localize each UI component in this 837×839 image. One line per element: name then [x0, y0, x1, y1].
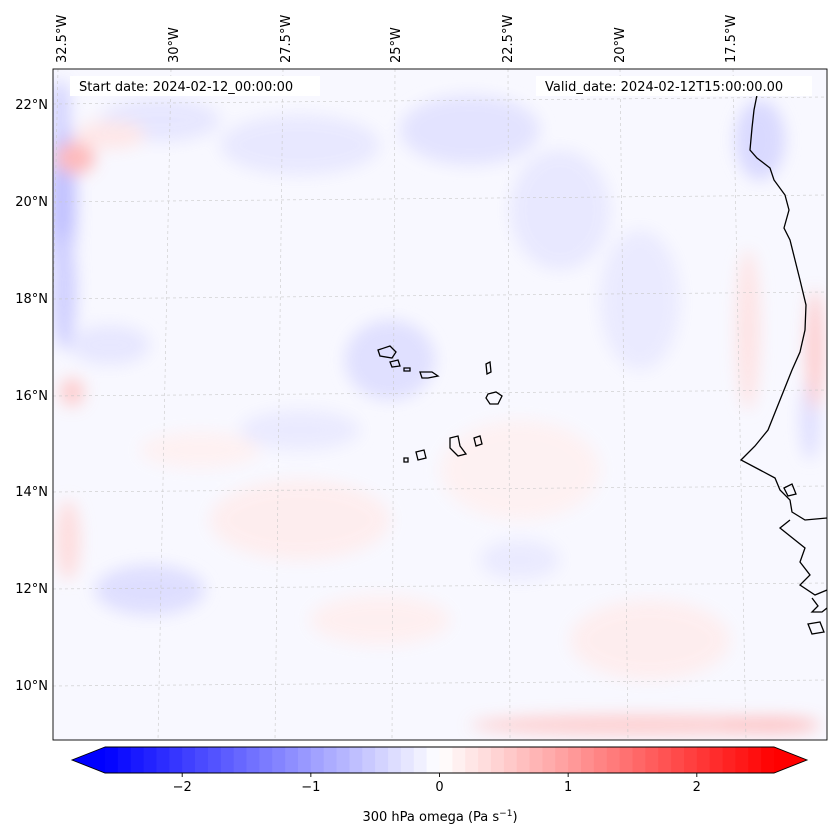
colorbar-segment — [761, 747, 775, 773]
colorbar-tick-label: −2 — [173, 780, 192, 795]
colorbar-segment — [735, 747, 749, 773]
colorbar-segment — [516, 747, 530, 773]
colorbar-segment — [696, 747, 711, 773]
gridlines — [53, 69, 827, 740]
lat-label: 22°N — [15, 98, 48, 113]
colorbar-segment — [143, 747, 157, 773]
colorbar-segment — [632, 747, 646, 773]
colorbar-segment — [400, 747, 415, 773]
colorbar-tick-label: 0 — [435, 780, 443, 795]
colorbar-segment — [259, 747, 273, 773]
colorbar-segment — [323, 747, 337, 773]
colorbar-segment — [233, 747, 247, 773]
colorbar-segments — [105, 747, 775, 773]
colorbar-segment — [439, 747, 453, 773]
colorbar-segment — [529, 747, 543, 773]
colorbar-segment — [503, 747, 518, 773]
valid-date-text: Valid_date: 2024-02-12T15:00:00.00 — [545, 80, 783, 95]
colorbar-segment — [272, 747, 286, 773]
lon-label: 20°W — [613, 27, 628, 63]
colorbar-segment — [105, 747, 119, 773]
colorbar-segment — [478, 747, 492, 773]
lat-label: 12°N — [15, 582, 48, 597]
lat-label: 20°N — [15, 195, 48, 210]
colorbar-segment — [297, 747, 312, 773]
colorbar-segment — [117, 747, 132, 773]
lon-label: 25°W — [389, 27, 404, 63]
colorbar-segment — [375, 747, 389, 773]
colorbar-label: 300 hPa omega (Pa s−1) — [362, 809, 517, 825]
africa-coastline — [739, 89, 827, 521]
lat-label: 18°N — [15, 292, 48, 307]
colorbar: −2 −1 0 1 2 300 hPa omega (Pa s−1) — [70, 746, 809, 825]
lat-label: 14°N — [15, 485, 48, 500]
lat-label: 10°N — [15, 679, 48, 694]
start-date-box — [70, 76, 320, 96]
plot-area: Start date: 2024-02-12_00:00:00 Valid_da… — [52, 68, 828, 741]
colorbar-segment — [658, 747, 672, 773]
colorbar-segment — [748, 747, 762, 773]
colorbar-segment — [606, 747, 621, 773]
longitude-labels: 32.5°W 30°W 27.5°W 25°W 22.5°W 20°W 17.5… — [55, 15, 739, 63]
colorbar-tick-label: 1 — [564, 780, 572, 795]
colorbar-segment — [285, 747, 299, 773]
colorbar-segment — [413, 747, 428, 773]
colorbar-segment — [465, 747, 479, 773]
colorbar-segment — [452, 747, 466, 773]
colorbar-segment — [246, 747, 260, 773]
colorbar-tick-label: 2 — [693, 780, 701, 795]
valid-date-box — [536, 76, 812, 96]
omega-field — [53, 80, 823, 735]
lon-label: 17.5°W — [724, 15, 739, 63]
colorbar-segment — [195, 747, 209, 773]
colorbar-segment — [336, 747, 350, 773]
colorbar-segment — [362, 747, 376, 773]
colorbar-outline — [70, 746, 809, 774]
colorbar-tick-label: −1 — [301, 780, 320, 795]
lon-label: 22.5°W — [501, 15, 516, 63]
colorbar-segment — [619, 747, 633, 773]
colorbar-segment — [207, 747, 222, 773]
colorbar-segment — [542, 747, 556, 773]
start-date-text: Start date: 2024-02-12_00:00:00 — [79, 80, 293, 95]
colorbar-segment — [568, 747, 582, 773]
colorbar-segment — [182, 747, 196, 773]
colorbar-segment — [671, 747, 685, 773]
colorbar-segment — [310, 747, 325, 773]
colorbar-segment — [555, 747, 569, 773]
cabo-verde-islands — [377, 345, 397, 359]
plot-frame — [52, 68, 828, 741]
colorbar-segment — [722, 747, 736, 773]
latitude-labels: 22°N 20°N 18°N 16°N 14°N 12°N 10°N — [15, 98, 48, 694]
colorbar-segment — [645, 747, 659, 773]
colorbar-segment — [156, 747, 170, 773]
coastlines — [377, 89, 827, 635]
colorbar-segment — [581, 747, 595, 773]
lat-label: 16°N — [15, 389, 48, 404]
colorbar-segment — [130, 747, 144, 773]
colorbar-segment — [709, 747, 723, 773]
lon-label: 27.5°W — [279, 15, 294, 63]
lon-label: 30°W — [167, 27, 182, 63]
colorbar-segment — [220, 747, 235, 773]
colorbar-high-extend — [774, 747, 807, 773]
colorbar-segment — [490, 747, 505, 773]
colorbar-segment — [169, 747, 183, 773]
colorbar-low-extend — [72, 747, 105, 773]
colorbar-ticks: −2 −1 0 1 2 — [173, 773, 701, 795]
colorbar-segment — [388, 747, 402, 773]
colorbar-segment — [426, 747, 440, 773]
colorbar-segment — [349, 747, 363, 773]
colorbar-segment — [593, 747, 608, 773]
lon-label: 32.5°W — [55, 15, 70, 63]
colorbar-segment — [683, 747, 698, 773]
